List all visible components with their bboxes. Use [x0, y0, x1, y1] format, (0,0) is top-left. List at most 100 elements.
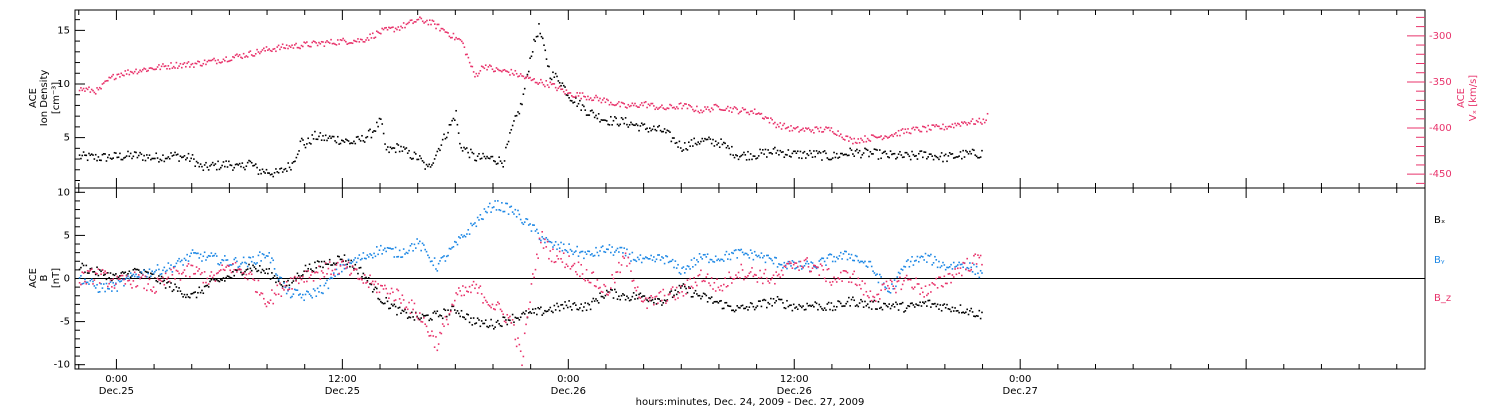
bx-point: [810, 305, 812, 308]
ion-density-point: [926, 157, 928, 160]
ion-density-point: [901, 156, 904, 159]
ion-density-point: [920, 150, 923, 152]
bz-point: [400, 302, 402, 304]
bz-point: [880, 289, 882, 292]
by-point: [932, 262, 935, 264]
bx-point: [113, 274, 116, 277]
bz-point: [428, 335, 431, 337]
vx-point: [873, 135, 876, 138]
vx-point: [592, 99, 595, 102]
vx-point: [288, 45, 291, 47]
ion-density-point: [385, 148, 388, 151]
bx-point: [764, 299, 767, 302]
vx-point: [696, 105, 698, 108]
ion-density-point: [166, 157, 168, 160]
vx-point: [805, 127, 807, 129]
by-point: [366, 254, 369, 256]
by-point: [934, 255, 936, 258]
bx-point: [225, 276, 227, 279]
bx-point: [385, 296, 388, 299]
by-point: [515, 215, 518, 218]
bz-point: [224, 269, 226, 272]
vx-point: [651, 102, 654, 105]
bz-point: [682, 295, 685, 297]
bz-point: [339, 265, 342, 267]
ion-density-point: [774, 146, 776, 149]
vx-point: [732, 107, 734, 110]
ion-density-point: [226, 166, 229, 168]
bx-point: [210, 278, 213, 281]
vx-point: [430, 23, 432, 26]
bx-point: [472, 317, 475, 319]
bz-point: [342, 259, 344, 262]
bx-point: [416, 315, 418, 318]
bz-point: [94, 272, 97, 274]
bx-point: [627, 297, 630, 299]
bz-point: [522, 355, 525, 358]
vx-point: [310, 45, 312, 48]
by-point: [417, 242, 420, 245]
bx-point: [529, 311, 531, 313]
by-point: [788, 262, 791, 265]
ion-density-point: [310, 143, 312, 145]
by-point: [710, 258, 713, 261]
ion-density-point: [363, 141, 366, 143]
bx-point: [666, 299, 669, 301]
by-point: [444, 260, 447, 262]
vx-point: [482, 66, 484, 68]
bx-point: [942, 304, 944, 307]
bx-point: [675, 293, 678, 296]
bx-point: [584, 302, 587, 304]
ion-density-point: [295, 156, 298, 159]
bx-point: [246, 268, 249, 270]
bx-point: [226, 275, 229, 277]
by-point: [743, 253, 745, 256]
bz-point: [490, 306, 492, 309]
by-point: [479, 214, 482, 216]
bz-point: [961, 274, 963, 277]
bz-point: [815, 266, 818, 268]
ion-density-point: [112, 157, 114, 159]
bz-point: [831, 280, 834, 283]
bx-point: [682, 283, 685, 285]
by-point: [164, 270, 167, 273]
bx-point: [826, 303, 829, 305]
by-point: [870, 265, 873, 268]
by-point: [787, 260, 790, 263]
vx-point: [796, 126, 799, 128]
vx-point: [170, 62, 172, 64]
bx-point: [819, 305, 822, 308]
bz-point: [670, 288, 673, 290]
ion-density-point: [511, 124, 514, 127]
vx-point: [293, 44, 296, 46]
by-point: [124, 278, 127, 280]
bx-point: [432, 312, 435, 314]
by-point: [951, 268, 954, 270]
bz-point: [903, 279, 905, 282]
bx-point: [346, 263, 348, 266]
bx-point: [658, 298, 661, 300]
vx-point: [814, 126, 817, 129]
by-point: [862, 261, 865, 264]
bx-point: [678, 284, 681, 287]
vx-point: [697, 110, 700, 113]
bx-point: [241, 273, 244, 276]
bz-point: [654, 296, 656, 298]
bz-point: [392, 291, 394, 294]
ion-density-point: [211, 161, 214, 164]
by-point: [246, 265, 249, 268]
ion-density-point: [248, 159, 250, 162]
by-point: [463, 234, 466, 237]
bx-point: [410, 311, 413, 314]
bx-point: [809, 304, 811, 307]
ion-density-point: [569, 99, 572, 102]
vx-point: [311, 41, 314, 44]
vx-point: [792, 127, 795, 129]
bx-point: [580, 303, 583, 305]
bz-point: [124, 283, 127, 285]
ion-density-point: [390, 147, 393, 150]
vx-point: [292, 47, 295, 49]
bx-point: [548, 308, 550, 311]
ion-density-point: [543, 44, 545, 46]
ion-density-point: [755, 157, 757, 160]
